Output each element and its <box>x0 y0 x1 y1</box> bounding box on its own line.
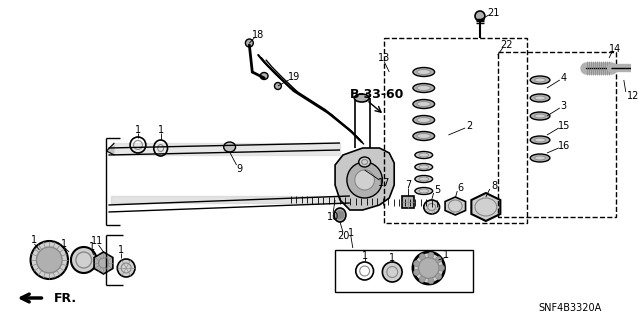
Ellipse shape <box>31 241 68 279</box>
Circle shape <box>245 39 253 47</box>
Ellipse shape <box>417 117 431 122</box>
Ellipse shape <box>424 200 440 214</box>
Text: 5: 5 <box>435 185 441 195</box>
Ellipse shape <box>224 142 236 152</box>
Ellipse shape <box>413 68 435 77</box>
Circle shape <box>413 270 420 275</box>
Ellipse shape <box>413 115 435 124</box>
Text: 1: 1 <box>389 253 396 263</box>
Circle shape <box>413 261 420 267</box>
Bar <box>402 196 414 208</box>
Text: 1: 1 <box>444 250 449 260</box>
Text: 1: 1 <box>362 251 368 261</box>
Ellipse shape <box>534 138 545 142</box>
Polygon shape <box>335 148 394 210</box>
Text: 12: 12 <box>627 91 639 101</box>
Ellipse shape <box>534 156 545 160</box>
Text: 1: 1 <box>61 239 67 249</box>
Polygon shape <box>94 252 113 274</box>
Ellipse shape <box>415 152 433 159</box>
Text: 6: 6 <box>457 183 463 193</box>
Text: 11: 11 <box>90 236 102 246</box>
Ellipse shape <box>382 262 402 282</box>
Circle shape <box>436 257 442 263</box>
Text: B-33-60: B-33-60 <box>350 88 404 101</box>
Ellipse shape <box>260 72 268 79</box>
Ellipse shape <box>530 136 550 144</box>
Text: 17: 17 <box>378 178 390 188</box>
Ellipse shape <box>415 175 433 182</box>
Text: 1: 1 <box>348 228 354 238</box>
Polygon shape <box>471 193 500 221</box>
Circle shape <box>475 11 485 21</box>
Ellipse shape <box>413 84 435 93</box>
Ellipse shape <box>417 85 431 91</box>
Text: 20: 20 <box>337 231 349 241</box>
Text: 1: 1 <box>88 242 95 252</box>
Circle shape <box>336 211 344 219</box>
Ellipse shape <box>355 94 369 102</box>
Text: 2: 2 <box>466 121 472 131</box>
Ellipse shape <box>117 259 135 277</box>
Text: 3: 3 <box>561 101 567 111</box>
Ellipse shape <box>419 257 439 278</box>
Bar <box>335 250 473 292</box>
Circle shape <box>419 276 425 282</box>
Text: 16: 16 <box>557 141 570 151</box>
Text: 9: 9 <box>236 164 243 174</box>
Ellipse shape <box>534 96 545 100</box>
Text: 18: 18 <box>252 30 264 40</box>
Ellipse shape <box>413 100 435 108</box>
Text: 15: 15 <box>557 121 570 131</box>
Text: 19: 19 <box>287 72 300 82</box>
Ellipse shape <box>417 133 431 138</box>
Text: 4: 4 <box>561 73 567 83</box>
Ellipse shape <box>530 94 550 102</box>
Ellipse shape <box>275 83 282 90</box>
Text: 13: 13 <box>378 53 390 63</box>
Ellipse shape <box>71 247 97 273</box>
Text: 1: 1 <box>157 125 164 135</box>
Circle shape <box>438 265 444 271</box>
Ellipse shape <box>334 208 346 222</box>
Ellipse shape <box>530 154 550 162</box>
Text: 7: 7 <box>405 180 411 190</box>
Polygon shape <box>106 143 115 155</box>
Text: FR.: FR. <box>54 292 77 305</box>
Ellipse shape <box>415 188 433 195</box>
Circle shape <box>419 254 425 260</box>
Text: SNF4B3320A: SNF4B3320A <box>538 303 601 313</box>
Ellipse shape <box>413 252 444 284</box>
Circle shape <box>355 170 374 190</box>
Text: 22: 22 <box>500 40 513 50</box>
Ellipse shape <box>417 70 431 75</box>
Text: 1: 1 <box>135 125 141 135</box>
Text: 1: 1 <box>31 235 38 245</box>
Text: 21: 21 <box>488 8 500 18</box>
Ellipse shape <box>359 157 371 167</box>
Ellipse shape <box>36 247 62 273</box>
Text: 1: 1 <box>118 245 124 255</box>
Ellipse shape <box>534 78 545 82</box>
Bar <box>498 52 616 217</box>
Text: 8: 8 <box>492 181 498 191</box>
Bar <box>385 38 527 223</box>
Ellipse shape <box>534 114 545 118</box>
Text: 10: 10 <box>327 212 339 222</box>
Polygon shape <box>445 197 465 215</box>
Ellipse shape <box>415 164 433 170</box>
Ellipse shape <box>530 112 550 120</box>
Circle shape <box>428 252 434 258</box>
Text: 14: 14 <box>609 44 621 54</box>
Ellipse shape <box>417 101 431 107</box>
Circle shape <box>436 273 442 279</box>
Circle shape <box>347 162 382 198</box>
Ellipse shape <box>413 131 435 140</box>
Circle shape <box>428 278 434 284</box>
Ellipse shape <box>530 76 550 84</box>
